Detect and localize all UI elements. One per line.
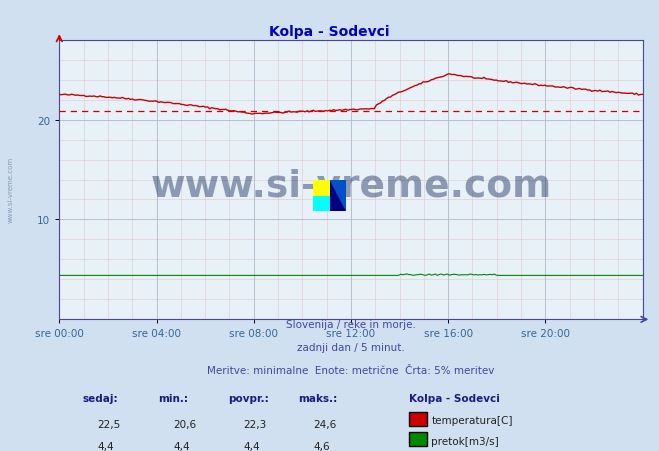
Bar xyxy=(313,180,330,196)
Polygon shape xyxy=(330,180,346,212)
Text: 4,4: 4,4 xyxy=(243,442,260,451)
Text: Meritve: minimalne  Enote: metrične  Črta: 5% meritev: Meritve: minimalne Enote: metrične Črta:… xyxy=(207,365,495,375)
Text: Kolpa - Sodevci: Kolpa - Sodevci xyxy=(409,393,500,403)
FancyBboxPatch shape xyxy=(409,433,427,446)
Text: 4,6: 4,6 xyxy=(313,442,330,451)
Text: temperatura[C]: temperatura[C] xyxy=(432,415,513,425)
Text: min.:: min.: xyxy=(158,393,188,403)
Bar xyxy=(313,196,330,212)
Text: 20,6: 20,6 xyxy=(173,419,196,428)
Text: sedaj:: sedaj: xyxy=(82,393,118,403)
Text: zadnji dan / 5 minut.: zadnji dan / 5 minut. xyxy=(297,342,405,352)
Text: povpr.:: povpr.: xyxy=(229,393,269,403)
Text: Kolpa - Sodevci: Kolpa - Sodevci xyxy=(270,25,389,39)
Text: www.si-vreme.com: www.si-vreme.com xyxy=(8,156,14,222)
FancyBboxPatch shape xyxy=(409,412,427,426)
Text: 22,5: 22,5 xyxy=(98,419,121,428)
Text: 4,4: 4,4 xyxy=(173,442,190,451)
Text: pretok[m3/s]: pretok[m3/s] xyxy=(432,437,499,446)
Text: 22,3: 22,3 xyxy=(243,419,266,428)
Text: 24,6: 24,6 xyxy=(313,419,336,428)
Bar xyxy=(330,180,346,212)
Text: Slovenija / reke in morje.: Slovenija / reke in morje. xyxy=(286,320,416,330)
Text: www.si-vreme.com: www.si-vreme.com xyxy=(150,168,552,204)
Text: 4,4: 4,4 xyxy=(98,442,114,451)
Text: maks.:: maks.: xyxy=(299,393,337,403)
